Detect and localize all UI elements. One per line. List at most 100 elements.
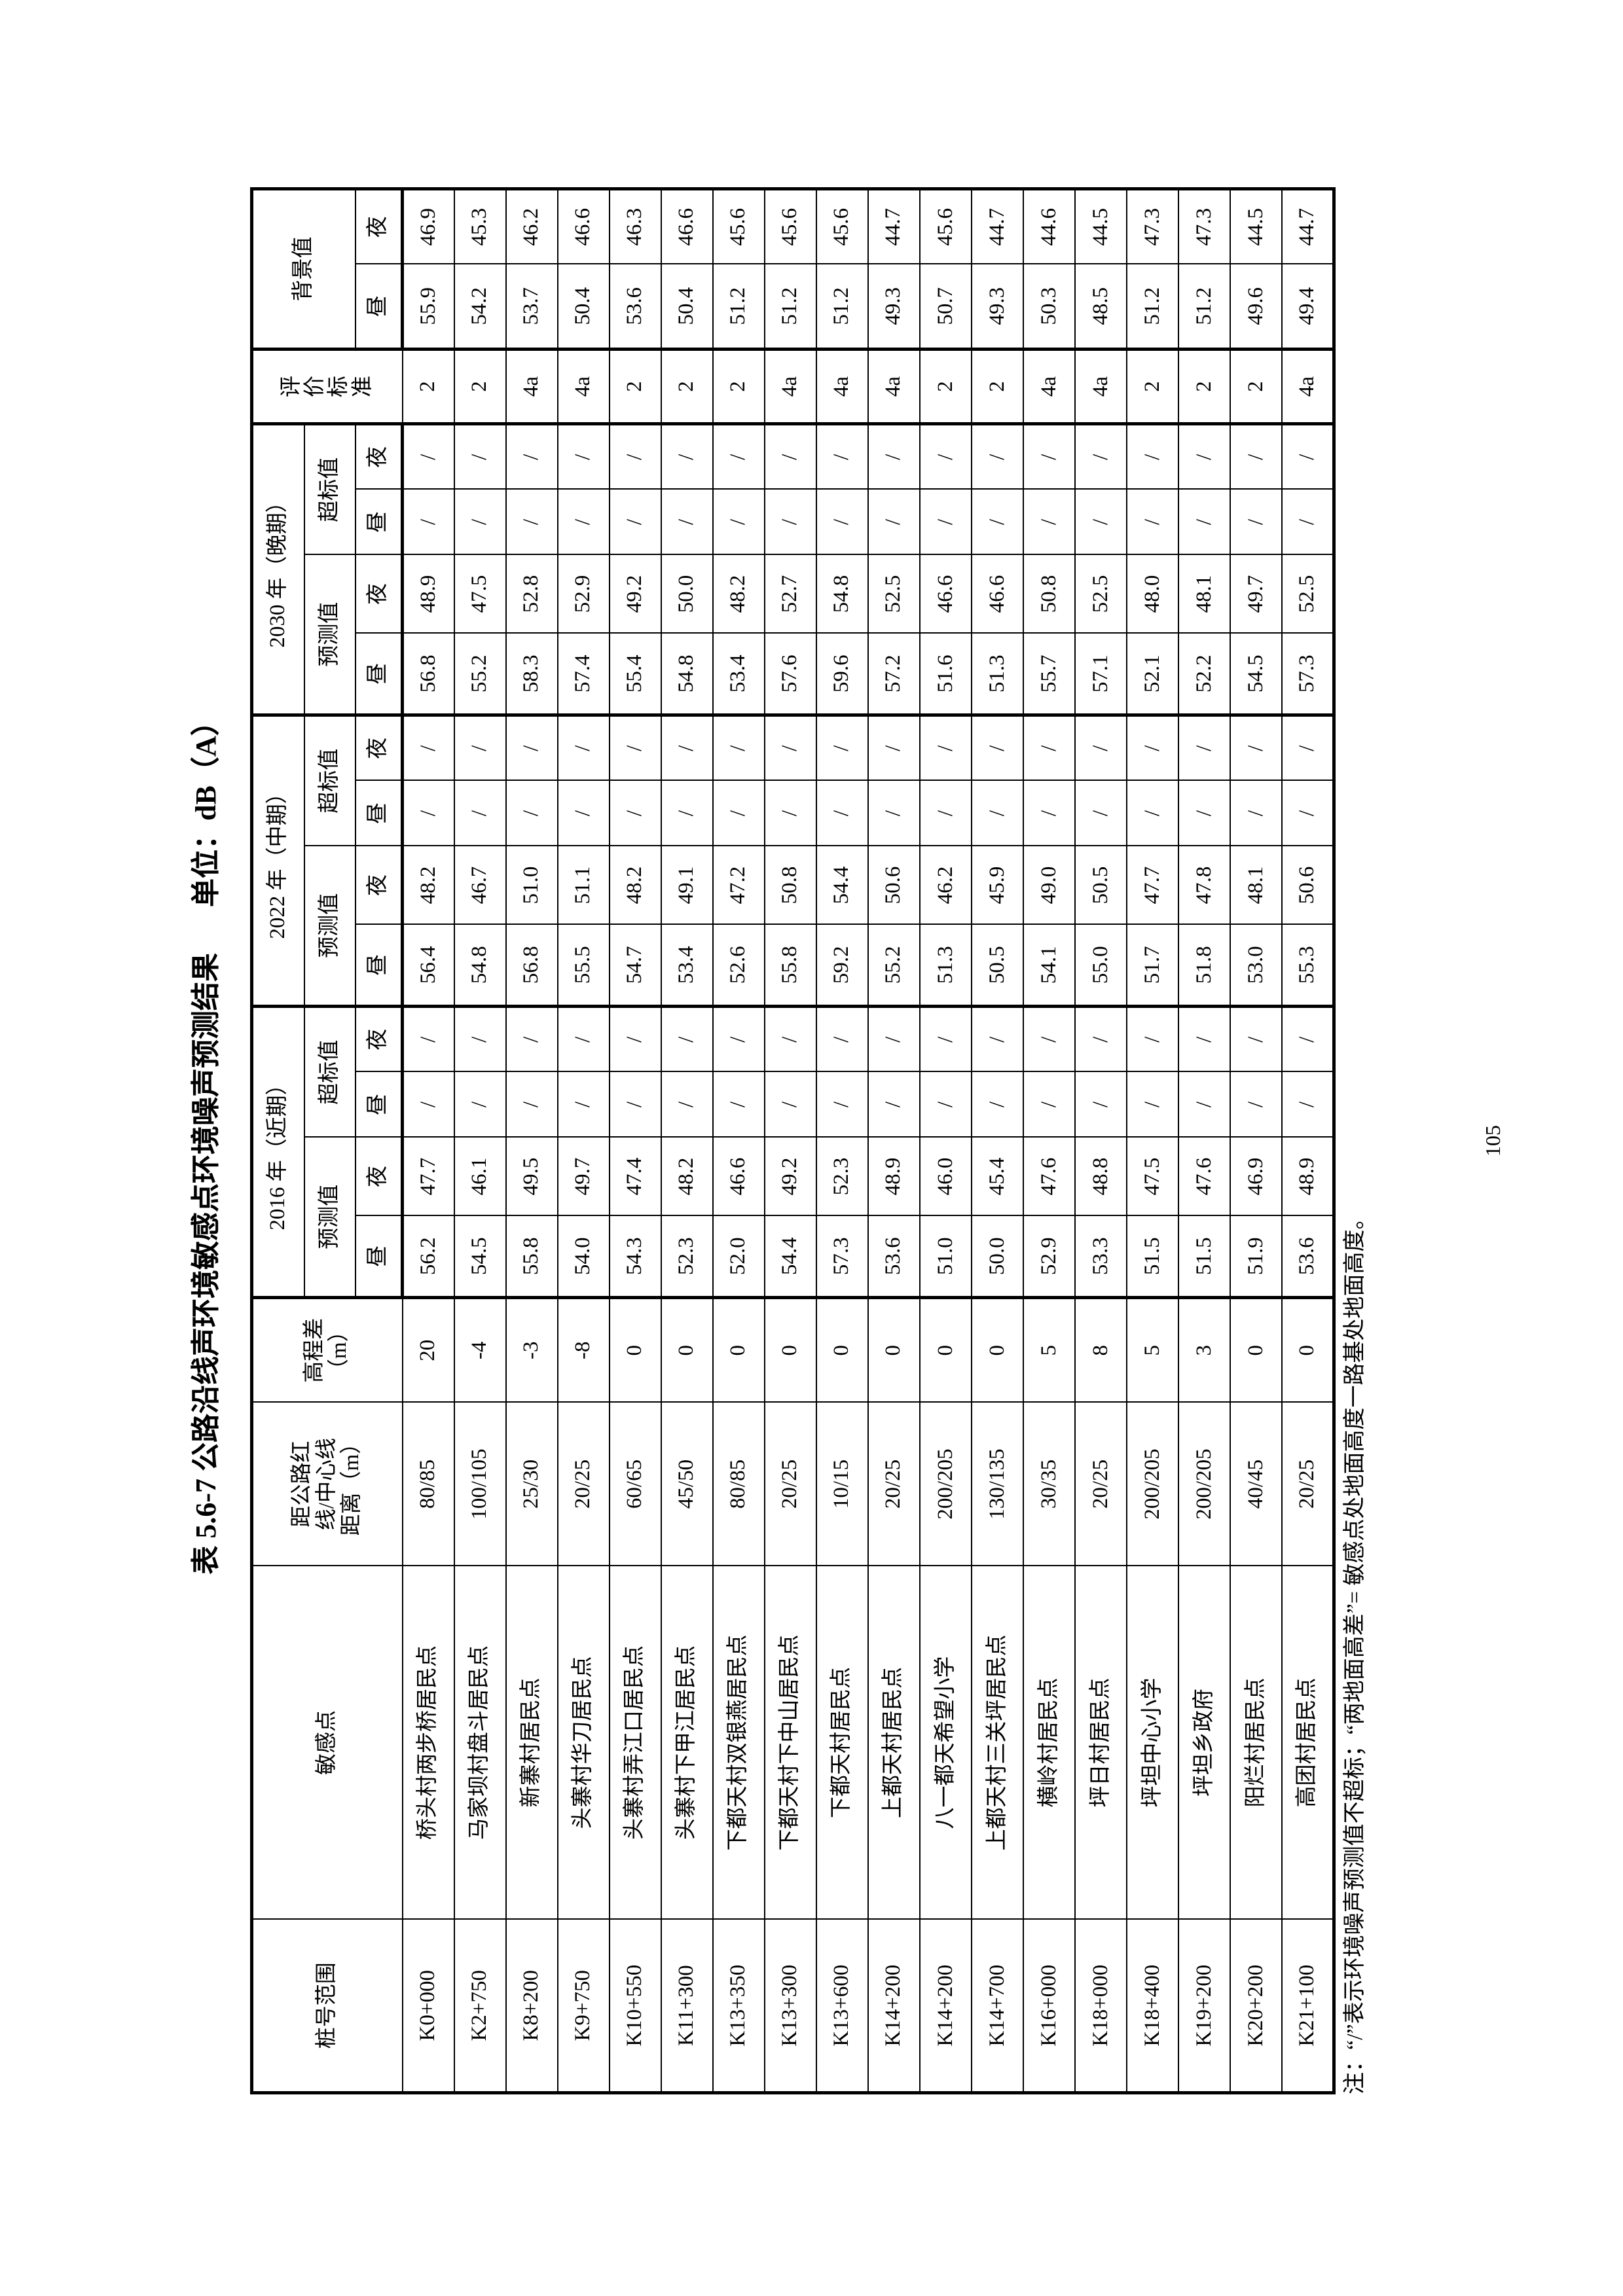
cell-p2016-predicted-night: 48.9 (867, 1137, 920, 1216)
cell-p2022-predicted-day: 55.5 (557, 924, 610, 1007)
cell-p2030-exceed-day: / (764, 489, 816, 555)
cell-p2030-exceed-night: / (1230, 423, 1283, 490)
cell-distance: 200/205 (1127, 1402, 1179, 1566)
cell-p2016-exceed-day: / (609, 1071, 661, 1138)
cell-p2022-predicted-day: 53.0 (1230, 924, 1283, 1007)
header-day: 昼 (355, 264, 403, 350)
cell-p2030-exceed-day: / (1282, 489, 1334, 555)
cell-p2016-predicted-night: 46.1 (454, 1137, 506, 1216)
cell-station: K14+700 (972, 1919, 1024, 2093)
cell-station: K18+000 (1075, 1919, 1127, 2093)
cell-p2016-exceed-day: / (1178, 1071, 1231, 1138)
cell-background-night: 44.7 (972, 188, 1024, 264)
cell-p2022-predicted-night: 48.2 (609, 846, 661, 925)
cell-p2016-exceed-day: / (867, 1071, 920, 1138)
table-row: K14+200 八一都天希望小学 200/205 0 51.0 46.0//51.3 46.… (919, 188, 972, 2093)
cell-p2016-predicted-day: 54.0 (557, 1215, 610, 1298)
cell-point: 横岭村居民点 (1023, 1566, 1076, 1920)
cell-p2030-exceed-night: / (661, 423, 713, 490)
cell-standard: 4a (557, 349, 610, 424)
cell-standard: 4a (1075, 349, 1127, 424)
cell-p2022-predicted-day: 54.8 (454, 924, 506, 1007)
cell-p2030-predicted-day: 52.1 (1127, 633, 1179, 715)
cell-p2030-exceed-night: / (454, 423, 506, 490)
header-distance: 距公路红线/中心线距离（m） (251, 1402, 403, 1566)
header-day: 昼 (355, 780, 403, 846)
cell-p2022-predicted-day: 53.4 (661, 924, 713, 1007)
cell-p2022-exceed-day: / (764, 780, 816, 846)
cell-point: 下都天村居民点 (816, 1566, 868, 1920)
table-title: 表 5.6-7 公路沿线声环境敏感点环境噪声预测结果 (190, 952, 222, 1575)
cell-p2022-predicted-night: 50.8 (764, 846, 816, 925)
cell-point: 头寨村弄江口居民点 (609, 1566, 661, 1920)
cell-station: K13+600 (816, 1919, 868, 2093)
cell-p2030-exceed-day: / (1178, 489, 1231, 555)
table-footnote: 注：“/”表示环境噪声预测值不超标；“两地面高差”= 敏感点处地面高度一路基处地… (1343, 1207, 1367, 2094)
cell-elevation: 0 (609, 1297, 661, 1403)
cell-background-day: 51.2 (1127, 264, 1179, 350)
table-caption: 表 5.6-7 公路沿线声环境敏感点环境噪声预测结果 单位：dB（A） (190, 187, 223, 2094)
cell-p2016-predicted-night: 52.3 (816, 1137, 868, 1216)
cell-p2016-exceed-night: / (1023, 1006, 1076, 1072)
cell-standard: 2 (609, 349, 661, 424)
cell-standard: 2 (1230, 349, 1283, 424)
cell-point: 头寨村下甲江居民点 (661, 1566, 713, 1920)
cell-point: 头寨村华刀居民点 (557, 1566, 610, 1920)
cell-p2016-predicted-night: 48.8 (1075, 1137, 1127, 1216)
cell-p2016-predicted-day: 56.2 (402, 1215, 454, 1298)
cell-elevation: 0 (972, 1297, 1024, 1403)
cell-p2016-predicted-night: 49.2 (764, 1137, 816, 1216)
cell-p2030-exceed-day: / (454, 489, 506, 555)
cell-p2022-predicted-night: 46.7 (454, 846, 506, 925)
cell-p2030-exceed-night: / (919, 423, 972, 490)
cell-background-night: 44.7 (1282, 188, 1334, 264)
cell-p2022-predicted-night: 50.5 (1075, 846, 1127, 925)
cell-p2022-exceed-day: / (816, 780, 868, 846)
cell-station: K19+200 (1178, 1919, 1231, 2093)
cell-p2030-predicted-day: 57.6 (764, 633, 816, 715)
cell-p2016-exceed-day: / (1023, 1071, 1076, 1138)
cell-elevation: 5 (1127, 1297, 1179, 1403)
cell-p2030-exceed-night: / (557, 423, 610, 490)
cell-elevation: 8 (1075, 1297, 1127, 1403)
cell-p2016-predicted-day: 51.0 (919, 1215, 972, 1298)
cell-background-night: 47.3 (1178, 188, 1231, 264)
table-row: K20+200 阳烂村居民点 40/45 0 51.9 46.9//53.0 48.1//5… (1230, 188, 1283, 2093)
cell-distance: 80/85 (402, 1402, 454, 1566)
cell-point: 上都天村居民点 (867, 1566, 920, 1920)
cell-station: K0+000 (402, 1919, 454, 2093)
cell-p2022-exceed-night: / (661, 715, 713, 781)
cell-elevation: -4 (454, 1297, 506, 1403)
cell-background-day: 48.5 (1075, 264, 1127, 350)
cell-p2030-exceed-day: / (972, 489, 1024, 555)
cell-p2030-predicted-night: 46.6 (919, 554, 972, 634)
cell-p2016-predicted-day: 54.5 (454, 1215, 506, 1298)
cell-p2016-predicted-day: 53.3 (1075, 1215, 1127, 1298)
cell-background-day: 51.2 (712, 264, 765, 350)
cell-p2030-exceed-night: / (972, 423, 1024, 490)
cell-p2022-predicted-day: 55.2 (867, 924, 920, 1007)
cell-p2022-exceed-day: / (609, 780, 661, 846)
cell-point: 新寨村居民点 (505, 1566, 558, 1920)
cell-p2016-exceed-day: / (1282, 1071, 1334, 1138)
header-period-2030: 2030 年（晚期） (251, 423, 304, 715)
cell-background-night: 45.6 (712, 188, 765, 264)
cell-p2022-exceed-day: / (402, 780, 454, 846)
header-night: 夜 (355, 554, 403, 634)
cell-elevation: 5 (1023, 1297, 1076, 1403)
cell-background-day: 49.3 (867, 264, 920, 350)
cell-p2022-exceed-day: / (1230, 780, 1283, 846)
cell-background-night: 44.6 (1023, 188, 1076, 264)
cell-standard: 2 (1178, 349, 1231, 424)
cell-p2022-predicted-night: 47.8 (1178, 846, 1231, 925)
header-day: 昼 (355, 1071, 403, 1138)
table-row: K18+400 坪坦中心小学 200/205 5 51.5 47.5//51.7 47.7/… (1127, 188, 1179, 2093)
cell-background-night: 46.9 (402, 188, 454, 264)
cell-p2016-exceed-night: / (609, 1006, 661, 1072)
cell-p2030-predicted-day: 54.5 (1230, 633, 1283, 715)
cell-p2016-exceed-night: / (919, 1006, 972, 1072)
cell-background-day: 50.3 (1023, 264, 1076, 350)
cell-distance: 45/50 (661, 1402, 713, 1566)
cell-p2016-predicted-night: 47.5 (1127, 1137, 1179, 1216)
cell-p2022-predicted-day: 55.0 (1075, 924, 1127, 1007)
